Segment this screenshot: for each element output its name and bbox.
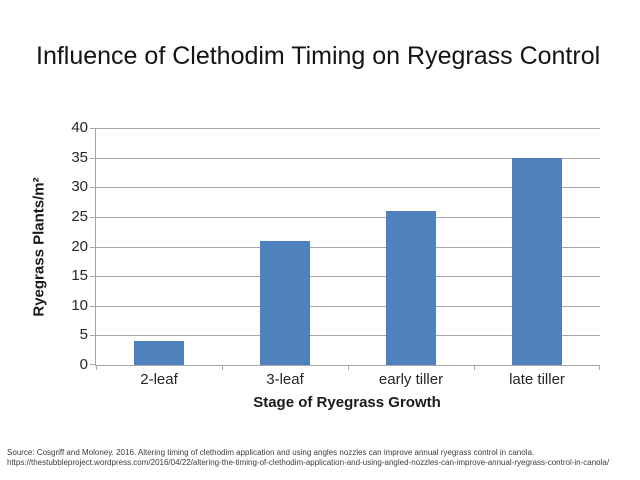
bar bbox=[133, 341, 185, 365]
x-tick-mark bbox=[222, 365, 223, 370]
y-tick-mark bbox=[90, 305, 96, 307]
y-axis-title: Ryegrass Plants/m² bbox=[30, 176, 48, 317]
y-tick-mark bbox=[90, 216, 96, 218]
bar bbox=[385, 210, 437, 365]
y-tick-label: 10 bbox=[71, 296, 88, 314]
y-tick-label: 25 bbox=[71, 207, 88, 225]
y-tick-mark bbox=[90, 335, 96, 337]
chart-title: Influence of Clethodim Timing on Ryegras… bbox=[36, 42, 601, 70]
y-tick-label: 15 bbox=[71, 267, 88, 285]
y-tick-mark bbox=[90, 276, 96, 278]
gridline bbox=[96, 246, 600, 248]
source-text: Source: Cosgriff and Moloney. 2016. Alte… bbox=[7, 448, 535, 457]
y-tick-mark bbox=[90, 187, 96, 189]
y-axis-title-box: Ryegrass Plants/m² bbox=[20, 128, 58, 365]
y-tick-mark bbox=[90, 364, 96, 365]
y-tick-label: 30 bbox=[71, 178, 88, 196]
gridline bbox=[96, 335, 600, 337]
source-footer: Source: Cosgriff and Moloney. 2016. Alte… bbox=[7, 448, 637, 468]
source-url: https://thestubbleproject.wordpress.com/… bbox=[7, 458, 610, 467]
y-tick-mark bbox=[90, 128, 96, 129]
x-tick-mark bbox=[348, 365, 349, 370]
y-tick-label: 35 bbox=[71, 148, 88, 166]
gridline bbox=[96, 305, 600, 307]
gridline bbox=[96, 187, 600, 189]
y-tick-label: 40 bbox=[71, 119, 88, 136]
gridline bbox=[96, 216, 600, 218]
bar bbox=[511, 157, 563, 365]
x-tick-label: 2-leaf bbox=[140, 371, 178, 388]
y-tick-mark bbox=[90, 246, 96, 248]
gridline bbox=[96, 157, 600, 159]
y-tick-label: 20 bbox=[71, 237, 88, 255]
y-tick-label: 0 bbox=[79, 356, 88, 373]
bar bbox=[259, 240, 311, 365]
x-axis-title: Stage of Ryegrass Growth bbox=[253, 394, 441, 411]
plot-area: 0 5 10 15 20 25 30 35 40 2-leaf 3-leaf early tiller… bbox=[71, 120, 600, 388]
x-tick-label: early tiller bbox=[378, 371, 444, 388]
x-tick-label: 3-leaf bbox=[266, 371, 304, 388]
x-tick-mark bbox=[599, 365, 600, 370]
x-tick-mark bbox=[474, 365, 475, 370]
gridline bbox=[96, 128, 600, 129]
y-tick-mark bbox=[90, 157, 96, 159]
x-tick-mark bbox=[96, 365, 97, 370]
gridline bbox=[96, 276, 600, 278]
x-tick-label: late tiller bbox=[509, 371, 565, 388]
y-tick-label: 5 bbox=[79, 326, 88, 344]
